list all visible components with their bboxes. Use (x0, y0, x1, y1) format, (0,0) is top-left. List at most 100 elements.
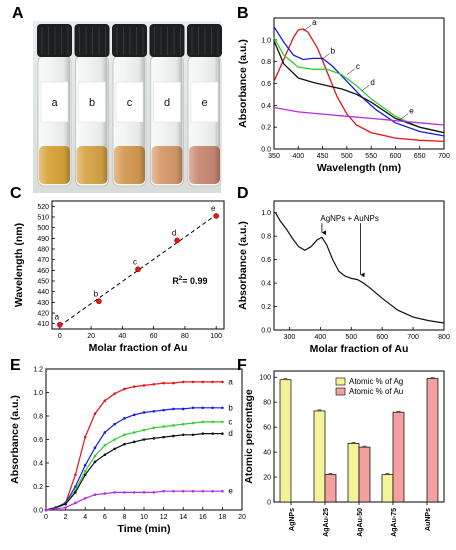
series-marker-a (191, 380, 195, 384)
series-marker-b (152, 410, 156, 413)
series-label-c: c (228, 417, 232, 426)
series-line-c (273, 37, 445, 134)
y-tick-label: 450 (37, 279, 49, 286)
y-tick-label: 0.8 (261, 234, 271, 241)
series-marker-d (181, 433, 185, 437)
series-marker-e (152, 491, 156, 494)
y-axis-title: Wavelength (nm) (13, 223, 25, 307)
data-point-a (56, 321, 63, 328)
series-marker-c (103, 444, 107, 447)
series-label-b: b (331, 46, 336, 55)
series-marker-e (201, 489, 205, 493)
series-marker-b (132, 413, 136, 417)
bar-ag (279, 379, 292, 503)
x-tick-label: 6 (103, 514, 107, 521)
series-label-d: d (228, 429, 232, 438)
y-tick-label: 510 (37, 215, 49, 222)
x-tick-label: 650 (414, 153, 426, 160)
x-tick-label: 10 (140, 514, 148, 521)
series-label-a: a (312, 18, 317, 27)
legend-swatch (335, 387, 346, 396)
y-tick-label: 0.0 (261, 328, 271, 335)
series-marker-b (162, 408, 165, 412)
y-tick-label: 0.8 (261, 59, 271, 66)
r-squared-sup: 2 (179, 276, 183, 282)
x-tick-label: 18 (219, 514, 227, 521)
series-marker-a (211, 380, 214, 384)
vial-label-paper (115, 81, 144, 123)
series-marker-e (103, 492, 107, 495)
series-marker-a (103, 399, 107, 403)
point-label-b: b (94, 289, 99, 298)
x-tick-label: 550 (365, 153, 377, 160)
series-marker-d (201, 432, 205, 435)
x-tick-label: 20 (87, 333, 95, 340)
series-marker-e (181, 489, 185, 493)
y-tick-label: 1.0 (261, 37, 271, 44)
y-tick-label: 410 (37, 321, 49, 328)
series-marker-e (83, 496, 87, 500)
series-marker-d (123, 442, 126, 446)
category-label: AgAu-75 (391, 508, 398, 537)
series-label-a: a (228, 377, 233, 386)
vial-label-paper (190, 81, 219, 123)
data-point-b (96, 298, 102, 305)
series-marker-c (113, 438, 116, 441)
series-marker-c (181, 422, 185, 426)
x-tick-label: 400 (292, 153, 304, 160)
series-marker-b (201, 406, 205, 410)
series-label-e: e (409, 107, 414, 116)
chart-f-atomic-percentage: 0 20 40 60 80 100 Atomic percentage AgNPs AgAu-2… (243, 370, 445, 537)
vials-photo: a b c d e (33, 21, 222, 193)
bar-au (358, 446, 371, 503)
vial-label: c (127, 97, 133, 109)
series-marker-c (152, 426, 156, 430)
mixture-annotation: AgNPs + AuNPs (320, 214, 378, 223)
plot-frame (273, 200, 445, 331)
y-tick-label: 0.4 (261, 281, 271, 288)
data-point-e (213, 213, 220, 219)
y-tick-label: 0.2 (33, 484, 43, 491)
bar-au (426, 378, 439, 503)
series-marker-c (83, 469, 87, 473)
series-marker-a (83, 435, 87, 439)
series-line-d (45, 433, 223, 511)
series-marker-d (132, 440, 136, 444)
r-squared-letter: R (172, 276, 179, 286)
series-marker-b (172, 407, 175, 411)
x-tick-label: 100 (210, 333, 222, 340)
data-point-c (135, 266, 141, 273)
x-tick-label: 20 (238, 514, 246, 521)
x-tick-label: 0 (44, 514, 48, 521)
x-tick-label: 14 (179, 514, 187, 521)
vial: c (112, 24, 147, 187)
y-tick-label: 480 (37, 247, 49, 254)
y-tick-label: 460 (37, 268, 49, 275)
vial-label: e (201, 97, 207, 109)
series-marker-c (191, 421, 195, 425)
series-marker-d (93, 460, 97, 464)
series-marker-a (93, 412, 97, 415)
y-tick-label: 470 (37, 257, 49, 264)
series-label-e: e (228, 487, 233, 496)
y-tick-label: 0.4 (33, 461, 43, 468)
chart-e-absorbance-vs-time: 0 2 4 6 8 10 12 14 16 18 20 0.0 0.2 0.4 0.6 0.8 1.0 1.2 Ti… (9, 367, 246, 536)
series-marker-a (132, 385, 136, 388)
data-point-d (174, 237, 180, 244)
y-tick-label: 440 (37, 289, 49, 296)
series-label-b: b (228, 403, 233, 412)
series-marker-a (172, 381, 175, 385)
series-line-e (273, 106, 445, 126)
x-tick-label: 700 (407, 334, 419, 341)
x-tick-label: 450 (317, 153, 329, 160)
series-marker-a (201, 380, 205, 384)
category-label: AuNPs (425, 508, 432, 531)
series-marker-a (221, 380, 224, 384)
series-marker-e (211, 489, 214, 493)
x-tick-label: 4 (83, 514, 87, 521)
bar-ag (381, 474, 394, 503)
y-tick-label: 0.6 (261, 81, 271, 88)
chart-d-mixture-spectrum: 300 400 500 600 700 800 0.0 0.2 0.4 0.6 0.8 1.0 Mola… (237, 200, 450, 355)
series-label-c: c (356, 62, 360, 71)
legend-label: Atomic % of Ag (349, 377, 403, 386)
